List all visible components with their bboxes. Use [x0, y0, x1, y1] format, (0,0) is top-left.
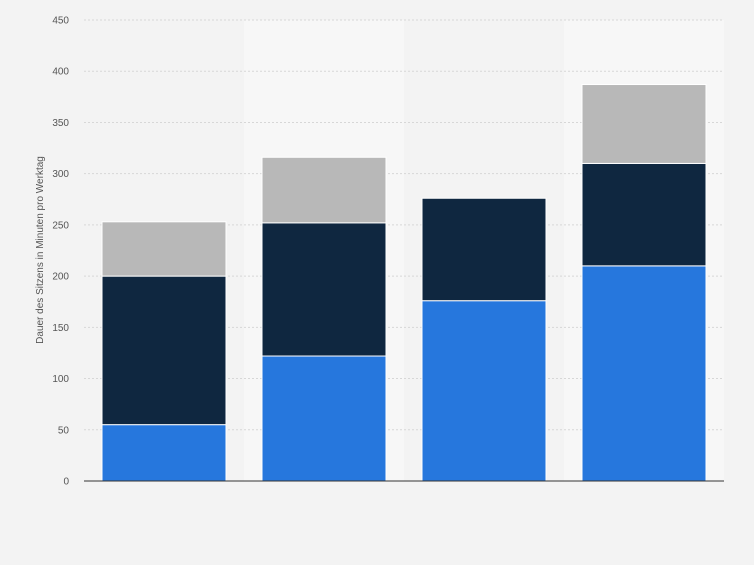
y-tick-label: 50 — [58, 425, 70, 436]
bar-segment-s2-c1[interactable] — [101, 275, 227, 426]
bar-segment-s3-c4[interactable] — [581, 84, 707, 164]
y-tick-label: 250 — [52, 220, 69, 231]
y-tick-label: 0 — [63, 477, 69, 488]
y-tick-label: 100 — [52, 374, 69, 385]
bar-segment-s2-c2[interactable] — [261, 222, 387, 357]
bar-segment-s3-c1[interactable] — [101, 221, 227, 277]
bar-segment-s1-c4[interactable] — [581, 265, 707, 482]
bar-segment-s1-c2[interactable] — [261, 355, 387, 482]
bar-segment-s1-c3[interactable] — [421, 300, 547, 482]
y-tick-label: 400 — [52, 67, 69, 78]
bar-segment-s2-c3[interactable] — [421, 197, 547, 302]
bar-segment-s1-c1[interactable] — [101, 424, 227, 482]
y-tick-label: 300 — [52, 169, 69, 180]
bar-segment-s3-c2[interactable] — [261, 156, 387, 224]
y-tick-label: 200 — [52, 272, 69, 283]
bar-segment-s2-c4[interactable] — [581, 162, 707, 267]
y-tick-label: 150 — [52, 323, 69, 334]
y-tick-label: 450 — [52, 16, 69, 27]
y-tick-label: 350 — [52, 118, 69, 129]
y-axis-label: Dauer des Sitzens in Minuten pro Werktag — [35, 156, 46, 344]
